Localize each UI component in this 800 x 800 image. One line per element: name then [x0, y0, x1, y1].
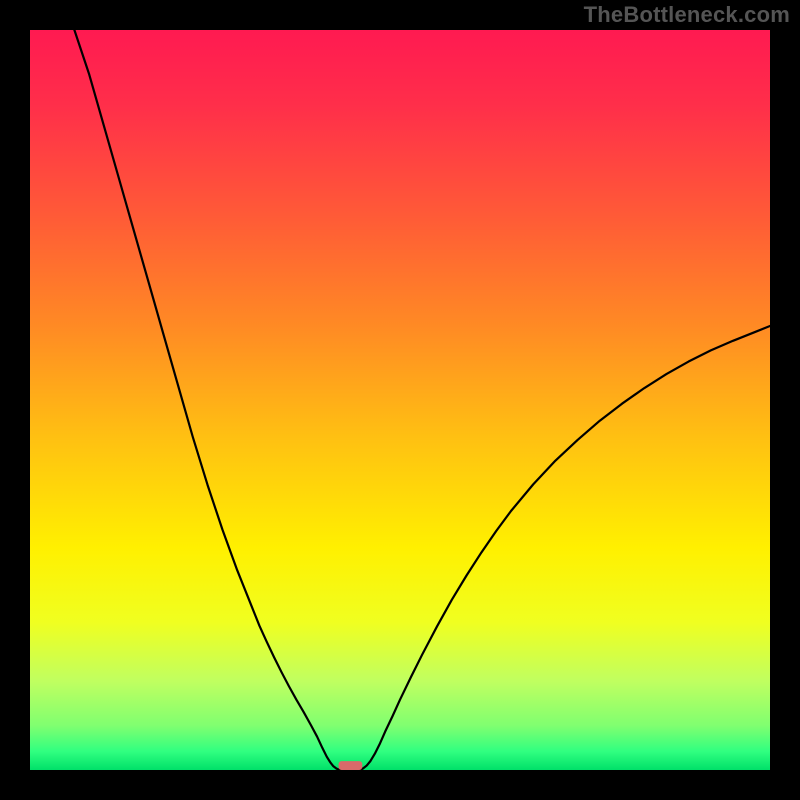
curve-layer — [30, 30, 770, 770]
chart-frame: TheBottleneck.com — [0, 0, 800, 800]
optimum-marker — [339, 761, 363, 770]
watermark-text: TheBottleneck.com — [584, 2, 790, 28]
plot-area — [30, 30, 770, 770]
bottleneck-curve — [74, 30, 770, 770]
